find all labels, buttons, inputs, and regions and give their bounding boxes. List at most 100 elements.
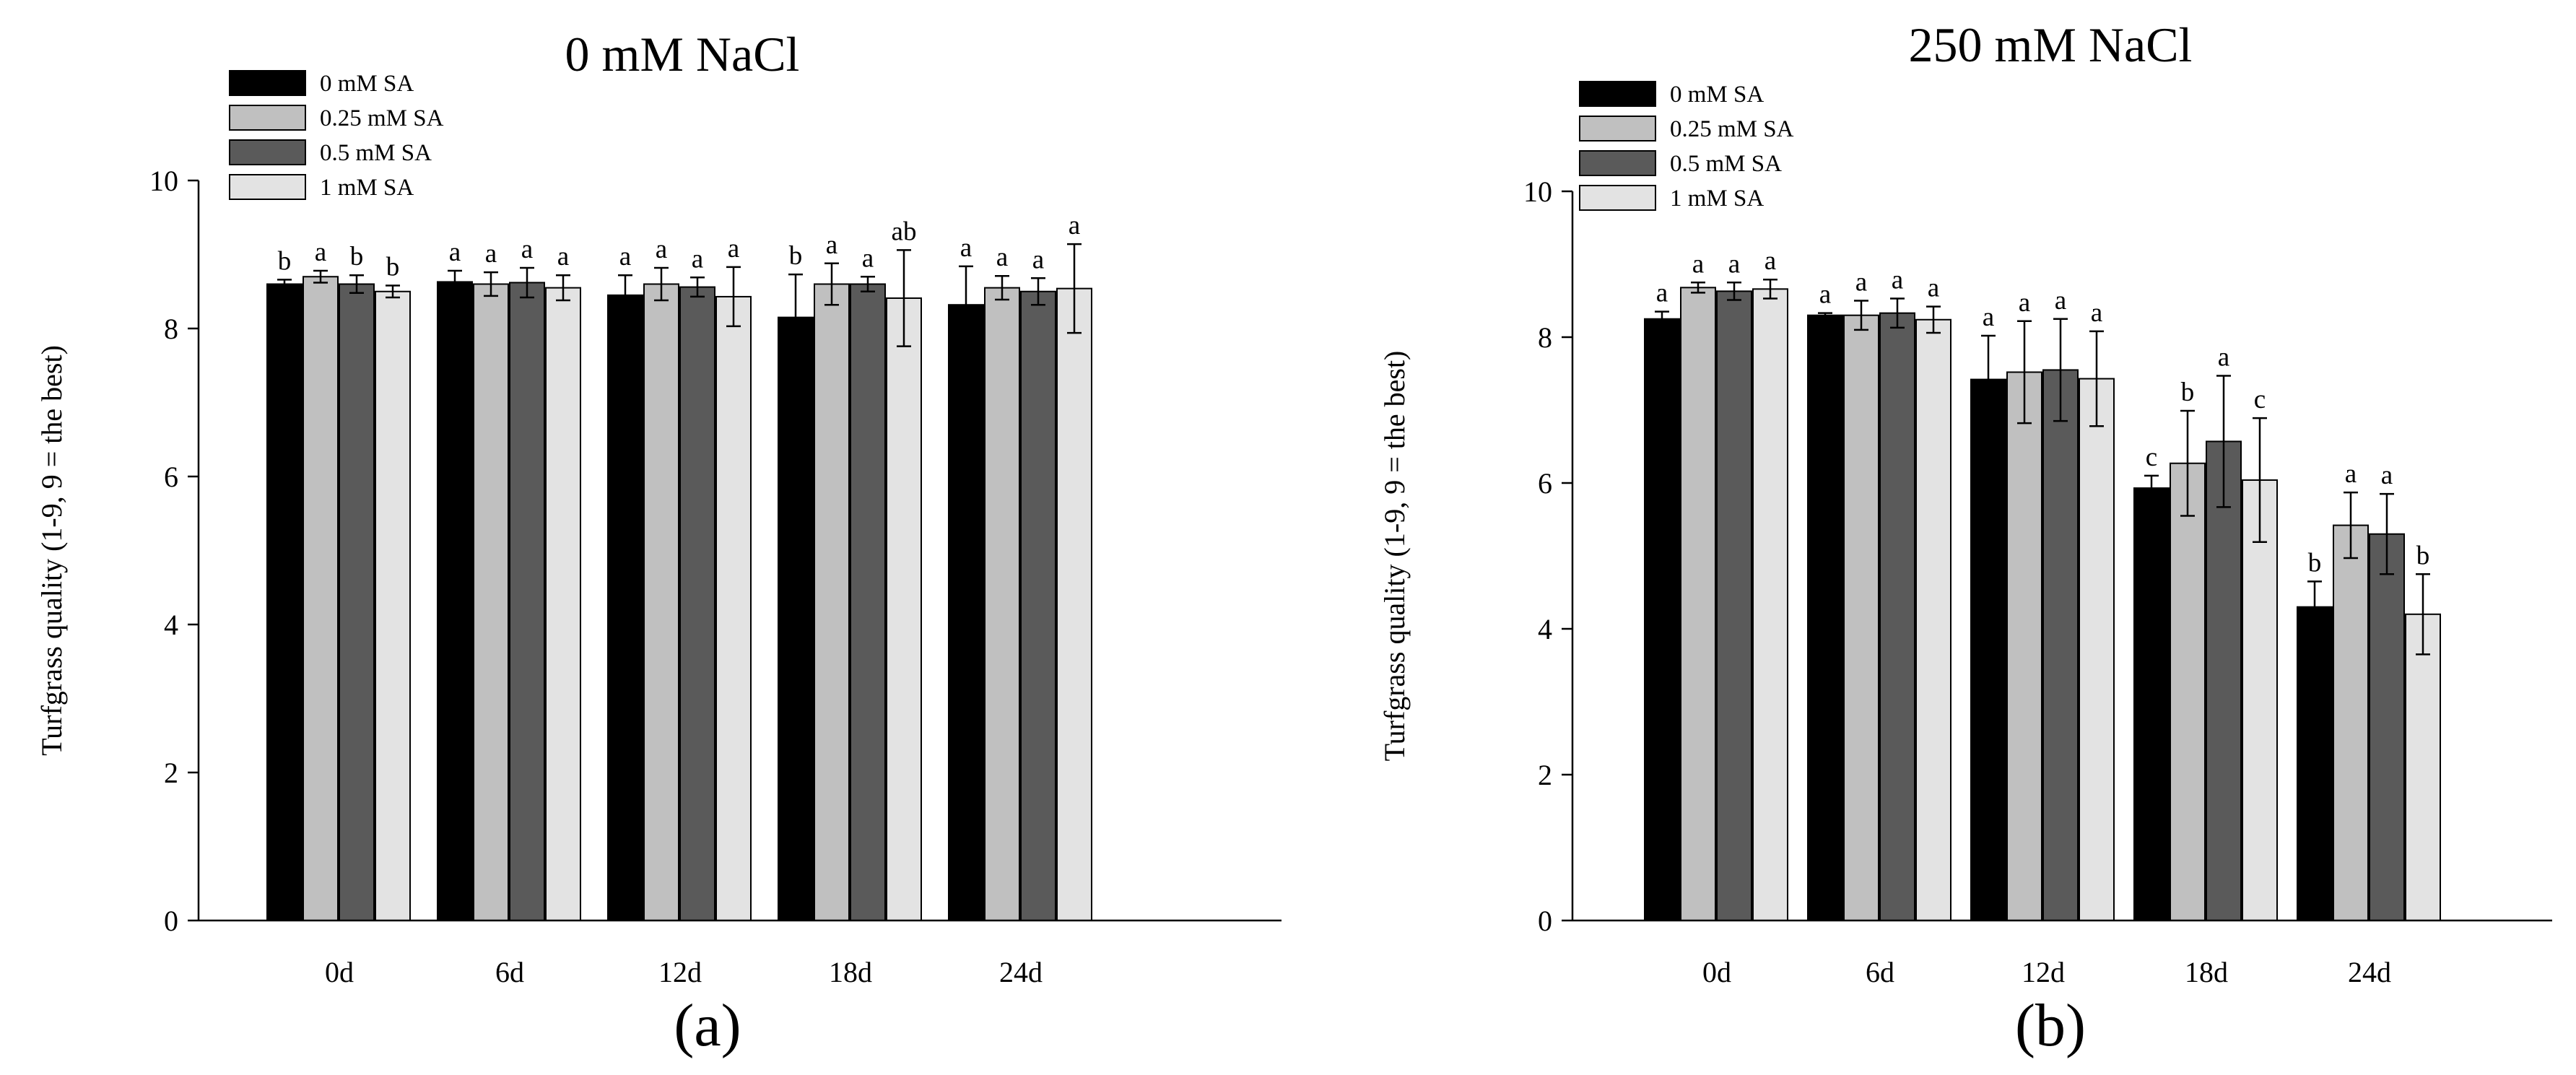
significance-label-24d-series-4: a [1069,211,1080,240]
legend-swatch-1 [1579,81,1656,107]
bar-12d-series-1 [607,294,643,921]
bar-6d-series-2 [473,283,509,921]
panel-a: 0 mM NaCl 0 mM SA 0.25 mM SA 0.5 mM SA 1 mM … [35,27,1282,1059]
significance-label-24d-series-4: b [2416,541,2430,570]
bar-24d-series-1 [2297,606,2333,921]
legend-label-4: 1 mM SA [320,175,414,201]
significance-label-0d-series-4: a [1765,246,1776,276]
significance-label-6d-series-4: a [557,242,569,271]
bar-6d-series-1 [1807,314,1843,921]
significance-label-12d-series-1: a [1983,303,1994,332]
bar-0d-series-4 [1752,288,1788,921]
legend-label-3: 0.5 mM SA [1670,151,1782,177]
bar-24d-series-3 [2369,533,2405,921]
significance-label-6d-series-3: a [521,235,533,264]
significance-label-24d-series-3: a [1032,245,1044,274]
legend-label-3: 0.5 mM SA [320,140,432,166]
bar-6d-series-3 [509,282,545,921]
bar-0d-series-2 [1680,287,1716,921]
bar-12d-series-3 [2042,369,2079,921]
significance-label-6d-series-4: a [1928,274,1939,303]
significance-label-12d-series-4: a [2091,298,2102,328]
legend-swatch-2 [229,105,306,131]
significance-label-24d-series-2: a [996,243,1008,272]
bar-12d-series-2 [2006,371,2042,921]
panel-b: 250 mM NaCl 0 mM SA 0.25 mM SA 0.5 mM SA 1 m… [1378,17,2552,1059]
x-tick-label-6d: 6d [495,956,524,988]
y-axis-label: Turfgrass quality (1-9, 9 = the best) [1378,351,1411,762]
significance-label-12d-series-4: a [728,234,739,264]
x-tick-label-6d: 6d [1866,956,1894,988]
significance-label-0d-series-2: a [315,238,326,267]
significance-label-12d-series-1: a [619,242,631,271]
y-tick-label-6: 6 [164,461,178,493]
legend-label-4: 1 mM SA [1670,186,1764,212]
bar-0d-series-3 [1716,290,1752,921]
y-tick-label-8: 8 [164,313,178,345]
significance-label-18d-series-2: b [2181,378,2195,407]
bar-24d-series-4 [2405,613,2441,921]
significance-label-0d-series-1: b [278,246,292,276]
x-tick-label-12d: 12d [658,956,702,988]
panel-label: (b) [2015,992,2086,1059]
x-tick-label-18d: 18d [829,956,872,988]
y-tick-label-6: 6 [1538,467,1552,500]
significance-label-24d-series-1: b [2308,548,2322,578]
significance-label-24d-series-3: a [2381,461,2393,490]
bar-18d-series-2 [814,283,850,921]
significance-label-6d-series-2: a [1855,268,1867,297]
bar-6d-series-2 [1843,314,1879,921]
chart-title: 0 mM NaCl [565,27,800,82]
significance-label-18d-series-3: a [862,243,874,273]
bar-0d-series-1 [266,283,303,921]
bar-6d-series-1 [437,281,473,921]
legend-swatch-2 [1579,116,1656,142]
significance-label-18d-series-3: a [2218,343,2229,373]
y-tick-label-2: 2 [164,757,178,789]
y-tick-label-4: 4 [1538,613,1552,645]
x-tick-label-12d: 12d [2022,956,2065,988]
x-tick-label-18d: 18d [2185,956,2228,988]
y-tick-label-0: 0 [164,905,178,937]
x-tick-label-0d: 0d [1702,956,1731,988]
significance-label-12d-series-2: a [2019,288,2030,318]
significance-label-24d-series-1: a [960,233,972,263]
y-tick-label-8: 8 [1538,321,1552,354]
bar-0d-series-3 [339,283,375,921]
significance-label-6d-series-1: a [449,238,461,267]
bar-6d-series-4 [545,287,581,921]
bar-24d-series-4 [1056,287,1092,921]
y-axis-label: Turfgrass quality (1-9, 9 = the best) [35,345,68,756]
significance-label-6d-series-1: a [1819,280,1831,310]
significance-label-0d-series-3: a [1728,249,1740,279]
bar-24d-series-2 [2333,524,2369,921]
x-tick-label-24d: 24d [999,956,1043,988]
bar-24d-series-3 [1020,290,1056,921]
significance-label-0d-series-4: b [386,253,400,282]
significance-label-6d-series-2: a [485,239,497,269]
legend-label-2: 0.25 mM SA [320,105,444,131]
x-tick-label-0d: 0d [325,956,354,988]
significance-label-0d-series-1: a [1656,279,1668,308]
significance-label-18d-series-1: b [789,241,803,271]
significance-label-12d-series-2: a [656,235,667,264]
y-tick-label-10: 10 [1523,175,1552,208]
significance-label-0d-series-2: a [1692,249,1704,279]
bar-0d-series-4 [375,290,411,921]
legend-label-1: 0 mM SA [1670,82,1764,108]
bar-0d-series-2 [303,276,339,921]
legend-swatch-4 [229,174,306,200]
legend-swatch-4 [1579,185,1656,211]
significance-label-0d-series-3: b [350,242,364,271]
significance-label-18d-series-1: c [2146,443,2157,472]
bar-12d-series-1 [1970,378,2006,921]
bar-18d-series-3 [2206,440,2242,921]
bar-12d-series-4 [715,295,752,921]
bar-18d-series-2 [2170,462,2206,921]
y-tick-label-10: 10 [149,165,178,197]
legend-label-1: 0 mM SA [320,71,414,97]
legend-swatch-3 [1579,150,1656,176]
significance-label-18d-series-4: ab [892,217,917,246]
bar-12d-series-3 [679,286,715,922]
bar-18d-series-3 [850,283,886,921]
